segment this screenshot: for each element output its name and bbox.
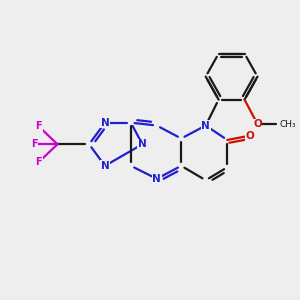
Text: O: O — [253, 119, 262, 129]
Text: F: F — [35, 157, 42, 167]
Text: O: O — [246, 130, 255, 141]
Text: F: F — [31, 139, 38, 149]
Text: N: N — [100, 118, 109, 128]
Text: N: N — [138, 139, 147, 149]
Text: N: N — [152, 174, 161, 184]
Text: CH₃: CH₃ — [279, 120, 296, 129]
Text: N: N — [100, 161, 109, 171]
Text: F: F — [35, 122, 42, 131]
Text: N: N — [201, 121, 210, 130]
